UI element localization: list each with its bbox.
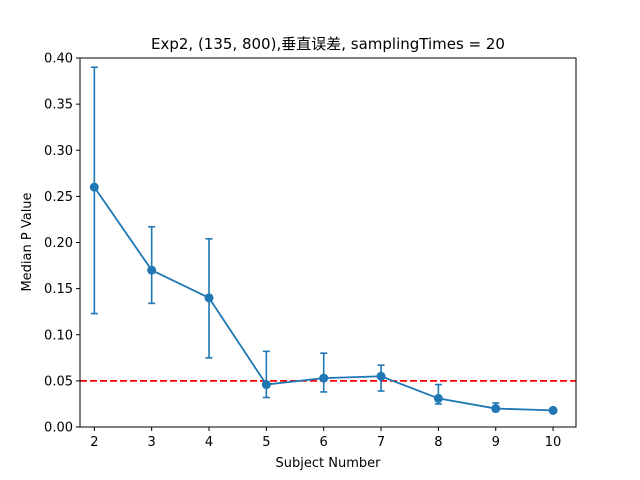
y-tick-label: 0.25	[44, 190, 73, 205]
axes-frame	[79, 57, 577, 428]
data-point	[261, 380, 271, 390]
plot-area: 2 3 4 5 6 7 8 9 10 0.00 0.05 0.10 0.15 0.20 0.25 0.30 0.…	[44, 52, 577, 450]
y-tick-label: 0.15	[44, 282, 73, 297]
chart-title: Exp2, (135, 800),垂直误差, samplingTimes = 2…	[151, 35, 505, 53]
x-tick-label: 7	[377, 435, 385, 450]
x-tick-label: 5	[262, 435, 270, 450]
x-tick-label: 10	[545, 435, 562, 450]
data-point	[204, 293, 214, 303]
y-tick-label: 0.30	[44, 144, 73, 159]
data-point	[491, 404, 501, 414]
y-tick-label: 0.40	[44, 52, 73, 67]
x-axis-label: Subject Number	[276, 456, 382, 471]
data-point	[548, 405, 558, 415]
y-axis-label: Median P Value	[20, 192, 35, 291]
x-tick-label: 3	[148, 435, 156, 450]
y-tick-label: 0.05	[44, 374, 73, 389]
y-tick-label: 0.00	[44, 421, 73, 436]
data-point	[376, 371, 386, 381]
data-point	[147, 265, 157, 275]
x-tick-label: 2	[90, 435, 98, 450]
x-tick-label: 4	[205, 435, 213, 450]
x-tick-label: 9	[492, 435, 500, 450]
data-point	[89, 182, 99, 192]
y-tick-label: 0.20	[44, 236, 73, 251]
x-tick-label: 8	[434, 435, 442, 450]
y-tick-label: 0.10	[44, 328, 73, 343]
x-tick-label: 6	[320, 435, 328, 450]
data-point	[433, 393, 443, 403]
y-tick-label: 0.35	[44, 98, 73, 113]
data-point	[319, 373, 329, 383]
